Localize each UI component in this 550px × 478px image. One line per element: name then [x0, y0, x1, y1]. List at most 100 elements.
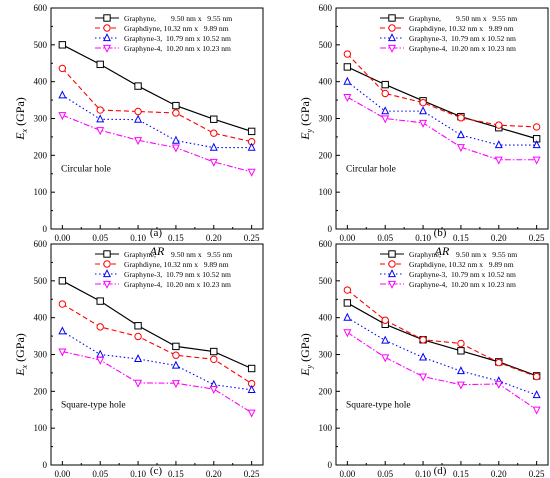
x-tick-label: 0.10 [415, 469, 431, 478]
series-1 [58, 277, 256, 373]
y-axis-label: Ex (GPa) [13, 333, 29, 377]
x-tick-label: 0.05 [92, 469, 108, 478]
legend-label: Graphdiyne, 10.32 nm x 9.89 nm [409, 24, 514, 33]
data-point [96, 349, 105, 358]
data-point [457, 347, 465, 355]
x-tick-label: 0.05 [377, 469, 393, 478]
y-axis-label-unit: (GPa) [13, 97, 27, 129]
data-point [58, 348, 67, 357]
legend-marker [103, 250, 111, 258]
legend-label: Graphyne, 9.50 nm x 9.55 nm [124, 250, 232, 259]
panel-4: 0 100 200 300 400 500 600 0.00 0.05 0.10 0.15 0.20 0… [298, 239, 549, 478]
data-point [96, 356, 105, 365]
x-tick-label: 0.05 [92, 233, 108, 243]
legend-marker [102, 269, 112, 278]
legend-label: Graphyne-4, 10.20 nm x 10.23 nm [409, 44, 516, 53]
data-point [172, 342, 180, 351]
data-point [381, 115, 390, 124]
y-tick-label: 400 [319, 77, 333, 87]
legend-label: Graphdiyne, 10.32 nm x 9.89 nm [124, 24, 229, 33]
data-point [532, 390, 541, 399]
data-point [343, 50, 352, 58]
series-line [62, 330, 252, 391]
data-point [343, 329, 352, 338]
data-point [209, 142, 218, 151]
y-tick-label: 300 [34, 350, 48, 360]
y-axis-label-sub: y [305, 128, 314, 133]
legend-label: Graphyne, 9.50 nm x 9.55 nm [124, 14, 232, 23]
y-axis-label-main: E [13, 368, 27, 377]
y-tick-label: 600 [34, 239, 48, 249]
y-axis-label-unit: (GPa) [298, 333, 312, 365]
y-axis-label-sub: x [20, 364, 29, 369]
data-point [58, 326, 67, 335]
series-3 [343, 312, 541, 399]
data-point [381, 335, 390, 344]
data-point [58, 41, 67, 49]
y-tick-label: 500 [319, 40, 333, 50]
legend-marker [103, 260, 111, 268]
x-tick-label: 0.15 [453, 233, 469, 243]
legend-label: Graphyne-4, 10.20 nm x 10.23 nm [409, 280, 516, 289]
data-point [134, 114, 143, 123]
x-tick-label: 0.00 [339, 469, 355, 478]
y-tick-label: 100 [319, 423, 333, 433]
data-point [494, 380, 503, 389]
x-tick-label: 0.00 [339, 233, 355, 243]
series-2 [58, 300, 256, 388]
data-point [210, 355, 218, 363]
data-point [343, 312, 352, 321]
legend-label: Graphyne-4, 10.20 nm x 10.23 nm [124, 44, 231, 53]
legend-marker [388, 14, 396, 22]
y-tick-label: 100 [34, 423, 48, 433]
x-tick-label: 0.25 [529, 233, 545, 243]
series-1 [58, 41, 256, 136]
series-line [61, 68, 252, 143]
data-point [58, 64, 67, 73]
legend-marker [388, 24, 396, 32]
data-point [96, 127, 105, 136]
x-tick-label: 0.00 [54, 469, 70, 478]
data-point [456, 130, 465, 139]
x-tick-label: 0.10 [130, 233, 146, 243]
legend-marker [102, 44, 112, 53]
data-point [381, 89, 389, 98]
series-line [347, 331, 537, 411]
data-point [419, 106, 428, 115]
x-tick-label: 0.15 [453, 469, 469, 478]
y-tick-label: 600 [34, 3, 48, 13]
data-point [171, 144, 180, 153]
y-tick-label: 400 [319, 313, 333, 323]
y-axis-label-unit: (GPa) [298, 97, 312, 129]
series-line [347, 66, 537, 140]
data-point [210, 347, 218, 356]
data-point [419, 98, 427, 107]
x-axis-label: AR [434, 244, 450, 258]
series-line [347, 96, 537, 161]
legend-marker [102, 280, 112, 289]
x-tick-label: 0.15 [168, 233, 184, 243]
series-3 [58, 90, 256, 151]
data-point [172, 351, 180, 359]
y-tick-label: 0 [328, 224, 333, 234]
y-tick-label: 500 [319, 276, 333, 286]
data-point [96, 297, 104, 305]
y-tick-label: 300 [34, 114, 48, 124]
y-tick-label: 600 [319, 239, 333, 249]
y-axis-label-main: E [13, 132, 27, 141]
y-tick-label: 200 [34, 150, 48, 160]
data-point [96, 106, 104, 114]
x-tick-label: 0.05 [377, 233, 393, 243]
data-point [381, 316, 389, 324]
legend-marker [388, 250, 396, 258]
data-point [532, 156, 541, 165]
x-tick-label: 0.20 [491, 469, 507, 478]
legend-label: Graphyne-3, 10.79 nm x 10.52 nm [124, 34, 231, 43]
panel-label: (b) [434, 227, 447, 239]
data-point [172, 101, 180, 110]
data-point [532, 372, 541, 381]
data-point [495, 358, 503, 367]
x-tick-label: 0.10 [130, 469, 146, 478]
